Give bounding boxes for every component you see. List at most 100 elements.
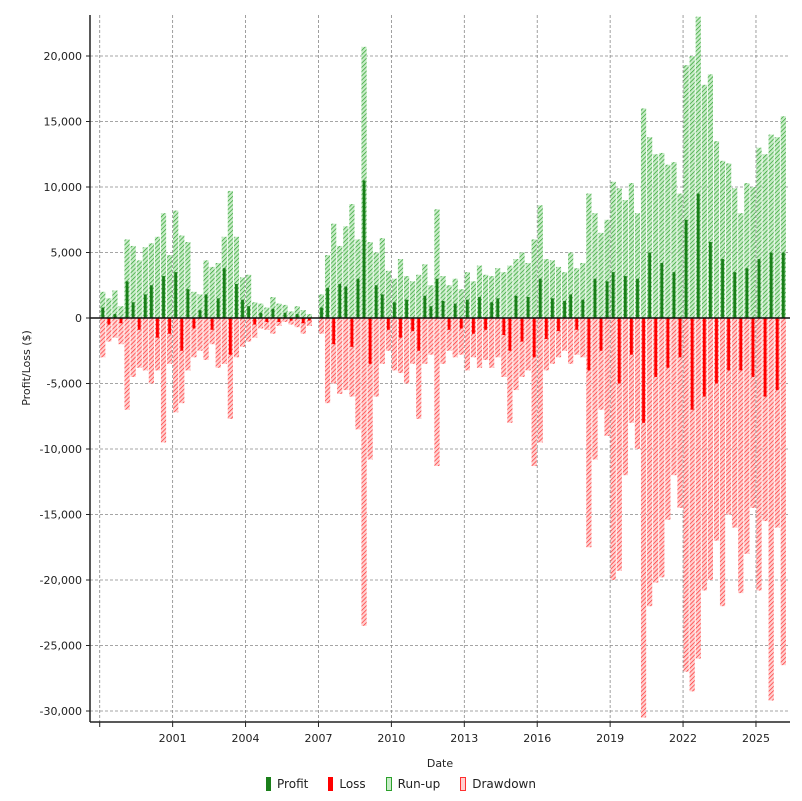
legend-profit[interactable]: Profit	[266, 777, 308, 791]
drawdown-bar	[555, 318, 562, 358]
runup-bar	[258, 303, 264, 318]
runup-bar	[331, 223, 337, 318]
runup-bar	[464, 272, 470, 318]
drawdown-bar	[659, 318, 665, 578]
drawdown-bar	[245, 318, 252, 342]
profit-bar	[684, 219, 688, 318]
x-axis-label: Date	[427, 757, 454, 770]
runup-bar	[379, 238, 385, 318]
loss-bar	[654, 318, 658, 377]
drawdown-bar	[452, 318, 458, 358]
profit-bar	[149, 285, 153, 318]
profit-bar	[271, 308, 275, 318]
legend-drawdown[interactable]: Drawdown	[460, 777, 536, 791]
runup-bar	[142, 247, 148, 318]
loss-bar	[289, 318, 293, 321]
profit-bar	[757, 259, 761, 318]
profit-bar	[781, 252, 785, 318]
legend-loss[interactable]: Loss	[328, 777, 366, 791]
loss-bar	[715, 318, 718, 384]
drawdown-bar	[331, 318, 337, 384]
y-tick-label: -5,000	[47, 378, 82, 391]
runup-bar	[191, 291, 197, 318]
grid-lines	[90, 15, 790, 722]
profit-bar	[131, 302, 135, 318]
drawdown-bar	[349, 318, 355, 397]
drawdown-bar	[689, 318, 695, 692]
drawdown-bar	[343, 318, 349, 391]
drawdown-bar	[233, 318, 240, 358]
x-tick-label: 2022	[669, 732, 697, 745]
drawdown-bar	[373, 318, 379, 397]
drawdown-bar	[258, 318, 264, 329]
loss-bar	[119, 318, 123, 324]
drawdown-bar	[191, 318, 197, 358]
profit-bar	[125, 281, 129, 318]
loss-bar	[399, 318, 402, 338]
profit-bar	[769, 252, 773, 318]
runup-bar	[555, 266, 562, 318]
loss-bar	[575, 318, 579, 330]
runup-bar	[610, 181, 616, 318]
loss-bar	[228, 318, 232, 355]
drawdown-bar	[167, 318, 173, 364]
loss-bar	[107, 318, 111, 325]
legend-label: Loss	[339, 777, 366, 791]
runup-bar	[270, 297, 276, 318]
x-tick-label: 2007	[304, 732, 332, 745]
drawdown-bar	[416, 318, 422, 419]
drawdown-bar	[616, 318, 622, 571]
runup-bar	[148, 243, 154, 318]
drawdown-bar	[750, 318, 756, 508]
loss-bar	[763, 318, 767, 397]
drawdown-bar	[653, 318, 659, 583]
loss-bar	[690, 318, 694, 410]
profit-bar	[295, 314, 299, 318]
runup-bar	[774, 137, 780, 318]
runup-bar	[574, 268, 580, 318]
profit-bar	[563, 300, 566, 318]
drawdown-bar	[622, 318, 628, 476]
loss-bar	[307, 318, 311, 321]
loss-bar	[332, 318, 336, 345]
runup-bar	[580, 262, 586, 318]
runup-bar	[726, 163, 732, 318]
profit-bar	[490, 302, 494, 318]
loss-bar	[484, 318, 487, 330]
drawdown-bar	[434, 318, 440, 467]
loss-bar	[368, 318, 372, 364]
drawdown-bar	[422, 318, 428, 364]
loss-bar	[702, 318, 706, 397]
drawdown-bar	[501, 318, 507, 377]
profit-bar	[465, 299, 469, 318]
drawdown-bar	[701, 318, 707, 591]
drawdown-bar	[738, 318, 744, 594]
drawdown-bar	[136, 318, 142, 368]
runup-bar	[732, 188, 738, 318]
loss-bar	[137, 318, 141, 330]
runup-bar	[489, 276, 495, 318]
legend-runup[interactable]: Run-up	[385, 777, 440, 791]
x-tick-label: 2025	[742, 732, 770, 745]
runup-bar	[239, 277, 246, 318]
drawdown-bar	[179, 318, 185, 404]
runup-bar	[738, 213, 744, 318]
drawdown-bar	[306, 318, 312, 326]
profit-bar	[696, 193, 700, 318]
drawdown-bar	[719, 318, 726, 607]
profit-bar	[283, 312, 287, 318]
profit-bar	[362, 180, 366, 318]
loss-bar	[630, 318, 633, 355]
runup-bar	[434, 209, 440, 318]
x-tick-label: 2010	[377, 732, 405, 745]
drawdown-bar	[647, 318, 653, 607]
runup-bar	[665, 164, 671, 318]
profit-bar	[216, 298, 220, 318]
drawdown-bar	[252, 318, 258, 338]
drawdown-bar	[586, 318, 592, 548]
runup-bar	[452, 278, 458, 318]
drawdown-bar	[756, 318, 762, 591]
y-axis-label: Profit/Loss ($)	[20, 330, 33, 406]
runup-bar	[519, 252, 525, 318]
